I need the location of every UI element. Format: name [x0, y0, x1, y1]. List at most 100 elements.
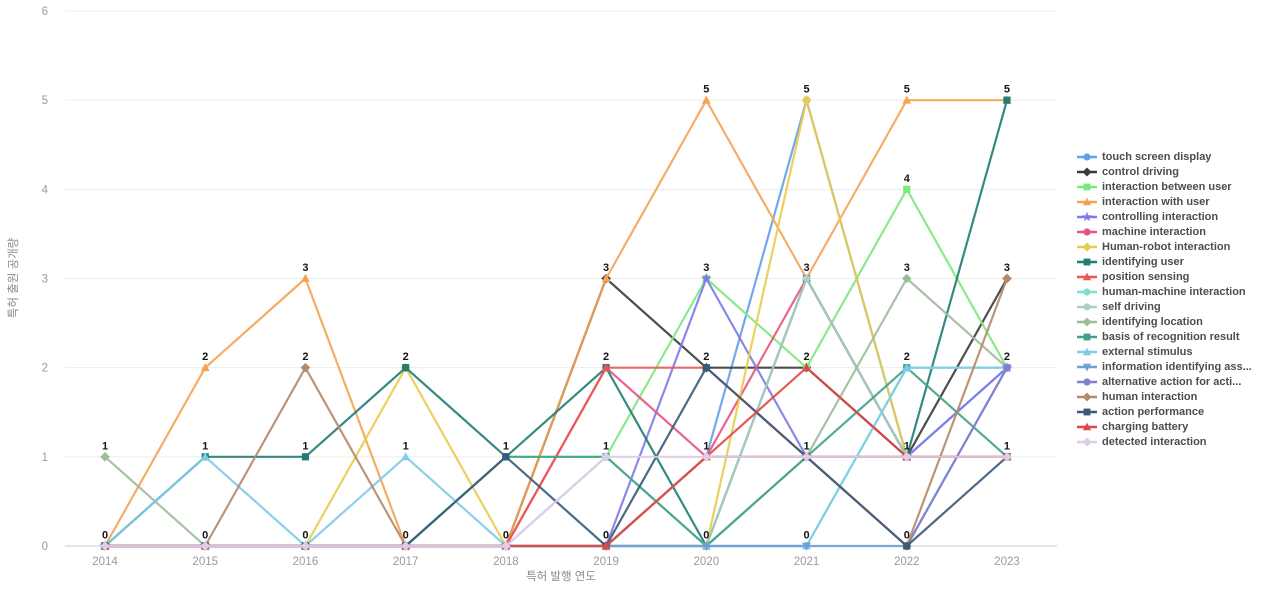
point-value-label: 0 — [803, 530, 809, 542]
x-tick-label: 2018 — [493, 556, 519, 568]
point-value-label: 2 — [904, 351, 910, 363]
legend-item-label: machine interaction — [1102, 225, 1206, 238]
legend-item-label: self driving — [1102, 300, 1161, 313]
point-value-label: 0 — [503, 530, 509, 542]
legend-item-label: human-machine interaction — [1102, 285, 1246, 298]
legend-marker-icon — [1077, 258, 1097, 265]
legend-item-label: position sensing — [1102, 270, 1190, 283]
point-value-label: 5 — [904, 84, 910, 96]
legend-marker-icon — [1077, 347, 1097, 355]
legend-item-label: controlling interaction — [1102, 210, 1219, 223]
point-value-label: 1 — [503, 440, 509, 452]
legend-marker-icon — [1077, 152, 1097, 161]
y-tick-label: 1 — [42, 452, 48, 464]
legend-item-detected-interaction[interactable]: detected interaction — [1076, 434, 1276, 449]
series-identifying-user — [101, 96, 1011, 550]
legend-item-label: alternative action for acti... — [1102, 375, 1242, 388]
x-axis-tick-labels: 2014 2015 2016 2017 2018 2019 2020 2021 2022 2023 — [92, 556, 1020, 568]
legend-item-label: identifying user — [1102, 255, 1184, 268]
point-value-label: 5 — [1004, 84, 1010, 96]
legend-marker-icon — [1077, 363, 1097, 371]
legend-item-machine-interaction[interactable]: machine interaction — [1076, 224, 1276, 239]
legend-item-human-machine-interaction[interactable]: human-machine interaction — [1076, 284, 1276, 299]
legend-item-alternative-action-for-acti[interactable]: alternative action for acti... — [1076, 374, 1276, 389]
y-axis-tick-labels: 0 1 2 3 4 5 6 — [42, 6, 49, 553]
legend-item-interaction-between-user[interactable]: interaction between user — [1076, 179, 1276, 194]
legend-item-human-robot-interaction[interactable]: Human-robot interaction — [1076, 239, 1276, 254]
point-value-label: 5 — [703, 84, 709, 96]
legend-marker-icon — [1077, 211, 1097, 221]
legend-marker-icon — [1077, 272, 1097, 280]
point-value-label: 0 — [703, 530, 709, 542]
x-tick-label: 2014 — [92, 556, 118, 568]
point-value-label: 0 — [202, 530, 208, 542]
point-value-label: 2 — [302, 351, 308, 363]
y-tick-label: 0 — [42, 541, 48, 553]
legend-item-human-interaction[interactable]: human interaction — [1076, 389, 1276, 404]
point-value-label: 2 — [803, 351, 809, 363]
legend-item-label: control driving — [1102, 165, 1179, 178]
y-tick-label: 3 — [42, 274, 48, 286]
legend-item-controlling-interaction[interactable]: controlling interaction — [1076, 209, 1276, 224]
legend-item-self-driving[interactable]: self driving — [1076, 299, 1276, 314]
legend-marker-icon — [1077, 241, 1097, 252]
point-value-label: 1 — [803, 440, 809, 452]
legend-item-touch-screen-display[interactable]: touch screen display — [1076, 149, 1276, 164]
point-value-label: 2 — [403, 351, 409, 363]
series-touch-screen-display — [101, 96, 1011, 550]
legend-marker-icon — [1077, 422, 1097, 430]
legend-item-label: action performance — [1102, 405, 1205, 418]
point-value-label: 1 — [202, 440, 208, 452]
x-tick-label: 2023 — [994, 556, 1020, 568]
point-value-label: 0 — [603, 530, 609, 542]
point-value-label: 1 — [904, 440, 910, 452]
point-value-labels: 0 1 0 2 1 0 3 1 2 0 2 1 0 1 0 3 1 2 1 2 3 5 0 5 2 3 1 0 1 4 5 2 3 0 2 3 5 1 — [102, 84, 1010, 542]
point-value-label: 2 — [202, 351, 208, 363]
legend-item-label: basis of recognition result — [1102, 330, 1240, 343]
legend-marker-icon — [1077, 197, 1097, 205]
legend-item-identifying-user[interactable]: identifying user — [1076, 254, 1276, 269]
legend-item-label: charging battery — [1102, 420, 1189, 433]
legend-marker-icon — [1077, 391, 1097, 402]
series-detected-interaction — [100, 452, 1012, 551]
series-interaction-with-user — [100, 95, 1012, 550]
x-tick-label: 2015 — [192, 556, 218, 568]
legend-item-information-identifying-ass[interactable]: information identifying ass... — [1076, 359, 1276, 374]
point-value-label: 0 — [302, 530, 308, 542]
legend-marker-icon — [1077, 183, 1097, 190]
point-value-label: 2 — [703, 351, 709, 363]
legend-item-action-performance[interactable]: action performance — [1076, 404, 1276, 419]
legend-marker-icon — [1077, 287, 1097, 296]
series-human-robot-interaction — [100, 95, 1012, 551]
legend-item-label: touch screen display — [1102, 150, 1212, 163]
point-value-label: 3 — [603, 262, 609, 274]
legend-item-identifying-location[interactable]: identifying location — [1076, 314, 1276, 329]
legend-item-basis-of-recognition-result[interactable]: basis of recognition result — [1076, 329, 1276, 344]
point-value-label: 0 — [403, 530, 409, 542]
legend-marker-icon — [1077, 436, 1097, 447]
legend-marker-icon — [1077, 227, 1097, 236]
point-value-label: 1 — [703, 440, 709, 452]
legend-item-external-stimulus[interactable]: external stimulus — [1076, 344, 1276, 359]
legend-item-control-driving[interactable]: control driving — [1076, 164, 1276, 179]
legend-item-interaction-with-user[interactable]: interaction with user — [1076, 194, 1276, 209]
point-value-label: 3 — [1004, 262, 1010, 274]
legend-item-position-sensing[interactable]: position sensing — [1076, 269, 1276, 284]
legend-marker-icon — [1077, 166, 1097, 177]
legend-item-label: external stimulus — [1102, 345, 1193, 358]
point-value-label: 1 — [302, 440, 308, 452]
x-axis-title: 특허 발행 연도 — [526, 570, 596, 583]
point-value-label: 5 — [803, 84, 809, 96]
y-tick-label: 5 — [42, 95, 48, 107]
legend-item-charging-battery[interactable]: charging battery — [1076, 419, 1276, 434]
point-value-label: 1 — [102, 440, 108, 452]
legend-item-label: identifying location — [1102, 315, 1203, 328]
point-value-label: 3 — [302, 262, 308, 274]
legend-item-label: human interaction — [1102, 390, 1198, 403]
y-tick-label: 6 — [42, 6, 48, 18]
point-value-label: 1 — [603, 440, 609, 452]
legend-marker-icon — [1077, 316, 1097, 327]
point-value-label: 1 — [1004, 440, 1010, 452]
legend-marker-icon — [1077, 333, 1097, 340]
